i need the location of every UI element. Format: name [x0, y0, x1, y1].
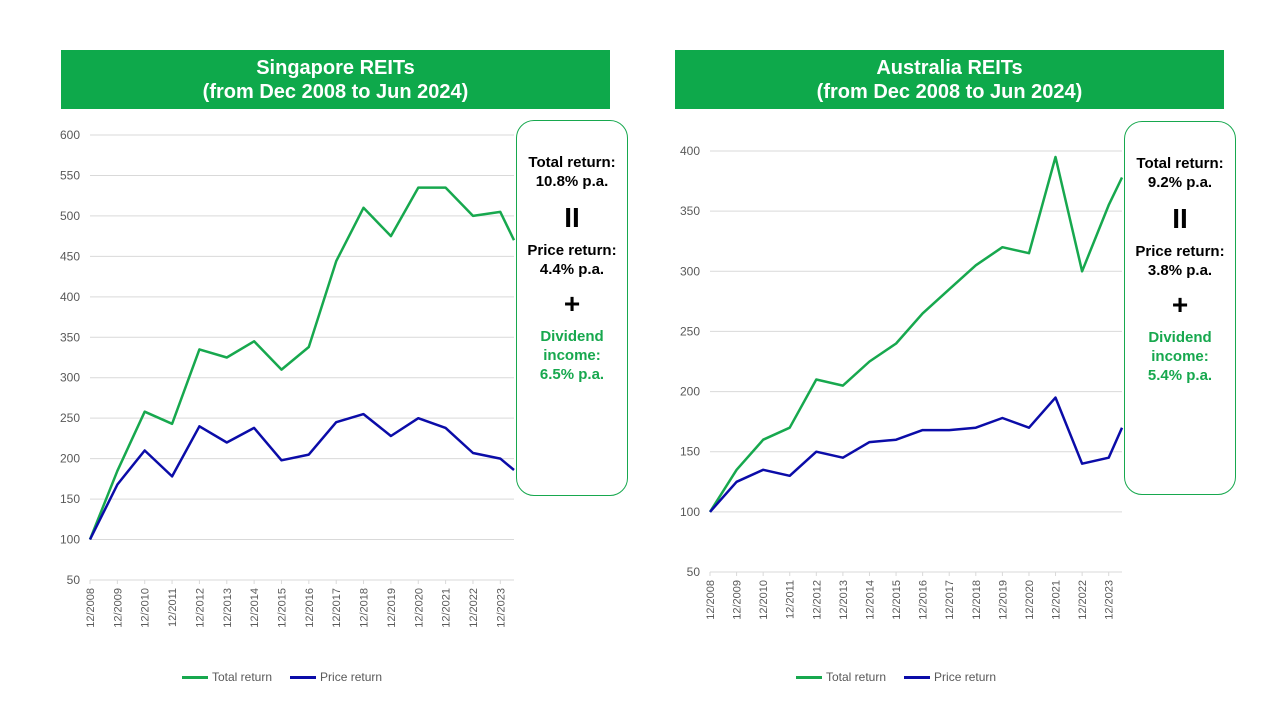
- price-return-line: [709, 396, 1124, 513]
- plus-symbol: +: [563, 288, 581, 319]
- x-tick-label: 12/2013: [838, 580, 850, 620]
- y-tick-label: 100: [680, 505, 700, 519]
- y-tick-label: 200: [60, 452, 80, 466]
- total-return-value: 9.2% p.a.: [1147, 174, 1213, 191]
- x-tick-label: 12/2020: [413, 588, 425, 628]
- x-tick-label: 12/2015: [891, 580, 903, 620]
- y-tick-label: 200: [680, 385, 700, 399]
- x-tick-label: 12/2012: [811, 580, 823, 620]
- singapore-chart: 50 100 150 200 250 300 350 400 450 500 550 600 12/20…: [60, 128, 516, 628]
- chart-title-banner: Singapore REITs (from Dec 2008 to Jun 20…: [61, 50, 610, 109]
- x-tick-label: 12/2018: [971, 580, 983, 620]
- x-tick-label: 12/2012: [194, 588, 206, 628]
- price-return-value: 4.4% p.a.: [539, 261, 605, 278]
- dividend-income-value: 5.4% p.a.: [1147, 367, 1213, 384]
- y-tick-label: 150: [680, 445, 700, 459]
- x-tick-label: 12/2019: [997, 580, 1009, 620]
- legend-price-return: Price return: [290, 670, 382, 684]
- price-return-line: [88, 412, 515, 541]
- x-tick-label: 12/2009: [112, 588, 124, 628]
- x-tick-label: 12/2013: [222, 588, 234, 628]
- x-tick-label: 12/2017: [331, 588, 343, 628]
- x-tick-label: 12/2021: [441, 588, 453, 628]
- total-return-label: Total return:: [1136, 155, 1224, 172]
- chart-title-banner: Australia REITs (from Dec 2008 to Jun 20…: [675, 50, 1224, 109]
- legend-price-return: Price return: [904, 670, 996, 684]
- x-tick-label: 12/2008: [705, 580, 717, 620]
- y-tick-label: 50: [687, 565, 701, 579]
- x-tick-label: 12/2014: [249, 588, 261, 628]
- x-tick-label: 12/2023: [495, 588, 507, 628]
- y-tick-label: 400: [60, 290, 80, 304]
- legend-total-return: Total return: [182, 670, 272, 684]
- total-return-value: 10.8% p.a.: [535, 173, 609, 190]
- y-tick-label: 250: [680, 324, 700, 338]
- x-tick-label: 12/2020: [1024, 580, 1036, 620]
- y-tick-label: 350: [60, 330, 80, 344]
- total-return-label: Total return:: [528, 154, 616, 171]
- y-tick-label: 100: [60, 533, 80, 547]
- y-tick-label: 550: [60, 168, 80, 182]
- price-return-value: 3.8% p.a.: [1147, 262, 1213, 279]
- y-tick-label: 300: [60, 371, 80, 385]
- x-tick-label: 12/2022: [468, 588, 480, 628]
- dividend-income-label: Dividend income:: [540, 328, 604, 364]
- x-tick-label: 12/2011: [167, 588, 179, 627]
- chart-title-line1: Singapore REITs: [256, 56, 415, 79]
- x-tick-label: 12/2016: [304, 588, 316, 628]
- dividend-income-label: Dividend income:: [1148, 329, 1212, 365]
- chart-title-line1: Australia REITs: [876, 56, 1023, 79]
- x-tick-label: 12/2016: [918, 580, 930, 620]
- australia-panel: Australia REITs (from Dec 2008 to Jun 20…: [640, 0, 1280, 720]
- x-tick-label: 12/2023: [1104, 580, 1116, 620]
- x-tick-label: 12/2021: [1051, 580, 1063, 620]
- legend-total-return: Total return: [796, 670, 886, 684]
- y-tick-label: 250: [60, 411, 80, 425]
- x-tick-label: 12/2015: [276, 588, 288, 628]
- y-tick-label: 400: [680, 144, 700, 158]
- x-tick-label: 12/2009: [732, 580, 744, 620]
- dividend-income-value: 6.5% p.a.: [539, 366, 605, 383]
- return-callout: Total return: 9.2% p.a. II Price return:…: [1124, 121, 1236, 495]
- plus-symbol: +: [1171, 289, 1189, 320]
- x-tick-label: 12/2018: [359, 588, 371, 628]
- y-tick-label: 150: [60, 492, 80, 506]
- x-tick-label: 12/2014: [864, 580, 876, 620]
- price-return-label: Price return:: [1135, 243, 1225, 260]
- x-tick-label: 12/2017: [944, 580, 956, 620]
- x-tick-label: 12/2010: [140, 588, 152, 628]
- x-tick-label: 12/2010: [758, 580, 770, 620]
- total-return-line: [88, 186, 516, 540]
- australia-chart: 50 100 150 200 250 300 350 400 12/2008 12/2009 12/…: [680, 144, 1124, 620]
- total-return-line: [708, 155, 1124, 513]
- x-tick-label: 12/2008: [85, 588, 97, 628]
- y-tick-label: 300: [680, 264, 700, 278]
- y-tick-label: 600: [60, 128, 80, 142]
- equals-symbol: II: [564, 202, 580, 233]
- chart-legend: Total return Price return: [796, 670, 996, 684]
- y-tick-label: 350: [680, 204, 700, 218]
- chart-title-line2: (from Dec 2008 to Jun 2024): [202, 80, 469, 103]
- chart-title-line2: (from Dec 2008 to Jun 2024): [816, 80, 1083, 103]
- y-tick-label: 500: [60, 209, 80, 223]
- return-callout: Total return: 10.8% p.a. II Price return…: [516, 120, 628, 496]
- y-tick-label: 50: [67, 573, 81, 587]
- x-tick-label: 12/2022: [1077, 580, 1089, 620]
- equals-symbol: II: [1172, 203, 1188, 234]
- price-return-label: Price return:: [527, 242, 617, 259]
- singapore-panel: Singapore REITs (from Dec 2008 to Jun 20…: [60, 50, 628, 684]
- y-tick-label: 450: [60, 249, 80, 263]
- chart-legend: Total return Price return: [182, 670, 382, 684]
- x-tick-label: 12/2019: [386, 588, 398, 628]
- x-tick-label: 12/2011: [785, 580, 797, 619]
